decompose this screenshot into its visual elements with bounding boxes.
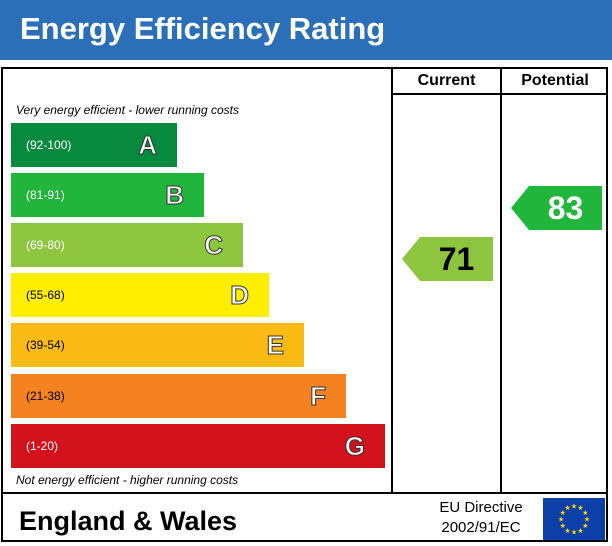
band-letter-label: B <box>165 180 185 211</box>
eu-star-icon: ★ <box>582 509 588 517</box>
eu-star-icon: ★ <box>560 509 566 517</box>
potential-rating-value: 83 <box>547 190 584 226</box>
band-g: (1-20) G <box>11 424 385 468</box>
bottom-note: Not energy efficient - higher running co… <box>16 473 239 487</box>
eu-star-icon: ★ <box>560 522 566 530</box>
divider-rating-current <box>391 67 393 494</box>
eu-star-icon: ★ <box>558 516 564 524</box>
band-range-label: (81-91) <box>26 188 65 202</box>
band-a: (92-100) A <box>11 123 177 167</box>
column-header-potential: Potential <box>521 72 589 89</box>
top-note: Very energy efficient - lower running co… <box>16 103 239 117</box>
band-range-label: (55-68) <box>26 288 65 302</box>
eu-star-icon: ★ <box>564 504 570 512</box>
band-letter-label: G <box>344 431 365 462</box>
band-e: (39-54) E <box>11 323 304 367</box>
region-label: England & Wales <box>19 506 238 536</box>
directive-line-2: 2002/91/EC <box>441 519 521 536</box>
chart-frame <box>1 67 608 542</box>
eu-star-icon: ★ <box>564 527 570 535</box>
eu-directive: EU Directive 2002/91/EC <box>420 498 542 538</box>
band-range-label: (21-38) <box>26 389 65 403</box>
band-range-label: (92-100) <box>26 138 72 152</box>
eu-star-icon: ★ <box>577 504 583 512</box>
band-b: (81-91) B <box>11 173 204 217</box>
band-letter-label: F <box>310 381 327 412</box>
directive-line-1: EU Directive <box>439 499 523 516</box>
eu-flag-icon: ★ ★ ★ ★ ★ ★ ★ ★ ★ ★ ★ ★ <box>543 498 605 540</box>
band-range-label: (69-80) <box>26 238 65 252</box>
band-d: (55-68) D <box>11 273 269 317</box>
band-letter-label: A <box>138 130 158 161</box>
column-header-current: Current <box>417 72 476 89</box>
current-rating-arrow: 71 <box>402 237 493 281</box>
eu-star-icon: ★ <box>571 503 577 511</box>
band-letter-label: D <box>230 280 250 311</box>
eu-star-icon: ★ <box>584 516 590 524</box>
band-f: (21-38) F <box>11 374 346 418</box>
divider-current-potential <box>500 67 502 494</box>
header-bar: Energy Efficiency Rating <box>0 0 612 60</box>
band-range-label: (1-20) <box>26 439 59 453</box>
eu-star-icon: ★ <box>577 527 583 535</box>
eu-star-icon: ★ <box>571 529 577 537</box>
potential-rating-arrow: 83 <box>511 186 602 230</box>
band-letter-label: E <box>266 330 284 361</box>
eu-star-icon: ★ <box>582 522 588 530</box>
current-rating-value: 71 <box>438 241 475 277</box>
band-range-label: (39-54) <box>26 338 65 352</box>
header-rule <box>392 93 607 95</box>
band-c: (69-80) C <box>11 223 243 267</box>
footer-rule <box>1 492 608 494</box>
band-letter-label: C <box>204 230 224 261</box>
chart-title: Energy Efficiency Rating <box>20 11 386 46</box>
